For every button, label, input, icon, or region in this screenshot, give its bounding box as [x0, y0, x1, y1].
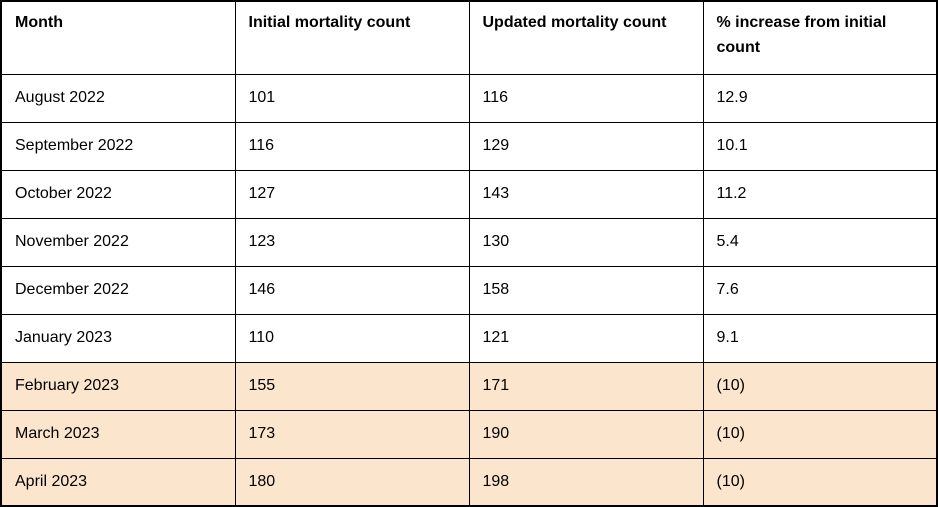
value-cell: 143	[468, 169, 704, 219]
value-cell: 129	[468, 121, 704, 171]
value-cell: 5.4	[702, 217, 938, 267]
table-row: November 2022 123 130 5.4	[0, 217, 938, 267]
month-cell: October 2022	[0, 169, 236, 219]
column-header-2: Updated mortality count	[468, 0, 704, 75]
table-row: October 2022 127 143 11.2	[0, 169, 938, 219]
month-cell: February 2023	[0, 361, 236, 411]
value-cell: 11.2	[702, 169, 938, 219]
month-cell: August 2022	[0, 73, 236, 123]
month-cell: November 2022	[0, 217, 236, 267]
value-cell: 12.9	[702, 73, 938, 123]
value-cell: 116	[234, 121, 470, 171]
table-row: January 2023 110 121 9.1	[0, 313, 938, 363]
table-header: Month Initial mortality count Updated mort…	[0, 0, 938, 75]
value-cell: 155	[234, 361, 470, 411]
month-cell: December 2022	[0, 265, 236, 315]
value-cell: (10)	[702, 457, 938, 507]
value-cell: 171	[468, 361, 704, 411]
header-row: Month Initial mortality count Updated mort…	[0, 0, 938, 75]
value-cell: 10.1	[702, 121, 938, 171]
value-cell: 9.1	[702, 313, 938, 363]
value-cell: 146	[234, 265, 470, 315]
value-cell: 7.6	[702, 265, 938, 315]
table-row: August 2022 101 116 12.9	[0, 73, 938, 123]
value-cell: 110	[234, 313, 470, 363]
month-cell: January 2023	[0, 313, 236, 363]
table-row: February 2023 155 171 (10)	[0, 361, 938, 411]
table-body: August 2022 101 116 12.9 September 2022 116 12…	[0, 73, 938, 507]
column-header-1: Initial mortality count	[234, 0, 470, 75]
value-cell: 180	[234, 457, 470, 507]
value-cell: (10)	[702, 409, 938, 459]
value-cell: 130	[468, 217, 704, 267]
month-cell: September 2022	[0, 121, 236, 171]
value-cell: 198	[468, 457, 704, 507]
table-row: April 2023 180 198 (10)	[0, 457, 938, 507]
value-cell: 121	[468, 313, 704, 363]
month-cell: March 2023	[0, 409, 236, 459]
column-header-0: Month	[0, 0, 236, 75]
value-cell: 190	[468, 409, 704, 459]
table-row: September 2022 116 129 10.1	[0, 121, 938, 171]
table-row: December 2022 146 158 7.6	[0, 265, 938, 315]
value-cell: 127	[234, 169, 470, 219]
value-cell: (10)	[702, 361, 938, 411]
value-cell: 158	[468, 265, 704, 315]
value-cell: 173	[234, 409, 470, 459]
table-row: March 2023 173 190 (10)	[0, 409, 938, 459]
value-cell: 116	[468, 73, 704, 123]
month-cell: April 2023	[0, 457, 236, 507]
value-cell: 101	[234, 73, 470, 123]
column-header-3: % increase from initial count	[702, 0, 938, 75]
value-cell: 123	[234, 217, 470, 267]
